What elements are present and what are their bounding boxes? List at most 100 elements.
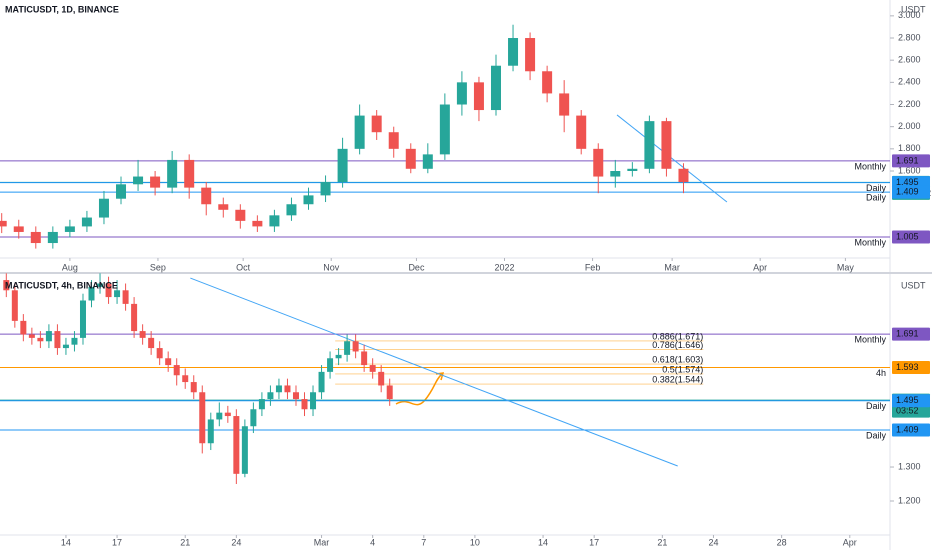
candle-body: [352, 341, 359, 352]
candle-body: [678, 168, 689, 183]
candle-body: [148, 337, 155, 349]
trendline: [190, 277, 678, 467]
candle-body: [201, 187, 212, 205]
candle-body: [439, 104, 450, 155]
x-tick-label: 17: [112, 537, 122, 547]
candle-body: [20, 320, 27, 335]
candle-body: [131, 303, 138, 332]
x-tick-label: 24: [231, 537, 241, 547]
level-price-box: [892, 360, 930, 374]
candle-body: [525, 38, 536, 72]
candle-body: [559, 93, 570, 116]
candle-body: [422, 154, 433, 169]
candle-body: [627, 168, 638, 172]
candle-body: [47, 231, 58, 244]
candle-body: [644, 121, 655, 169]
candle-body: [190, 382, 197, 393]
y-tick-label: 2.000: [898, 121, 921, 131]
candle-body: [133, 176, 144, 185]
candle-body: [610, 171, 621, 177]
fib-label: 0.786(1.646): [652, 340, 703, 350]
y-tick-label: 1.200: [898, 495, 921, 505]
candle-body: [369, 365, 376, 372]
candle-body: [661, 121, 672, 169]
candle-body: [258, 399, 265, 410]
level-price-label: 1.409: [896, 187, 919, 197]
candle-body: [165, 358, 172, 366]
candle-body: [81, 217, 92, 227]
level-tag: Daily: [866, 401, 887, 411]
x-tick-label: May: [837, 262, 855, 272]
candle-body: [207, 419, 214, 444]
candle-body: [361, 351, 368, 366]
candle-body: [62, 344, 69, 349]
x-tick-label: 7: [421, 537, 426, 547]
x-tick-label: 14: [61, 537, 71, 547]
fib-label: 0.5(1.574): [662, 364, 703, 374]
x-tick-label: Sep: [150, 262, 166, 272]
candle-body: [252, 220, 263, 227]
level-price-label: 1.691: [896, 155, 919, 165]
candle-body: [490, 65, 501, 111]
candle-body: [139, 331, 146, 338]
x-tick-label: 28: [777, 537, 787, 547]
candle-body: [542, 71, 553, 94]
candle-body: [286, 204, 297, 216]
y-tick-label: 2.600: [898, 55, 921, 65]
x-tick-label: Apr: [843, 537, 857, 547]
chart-title: MATICUSDT, 1D, BINANCE: [5, 4, 119, 14]
candle-body: [303, 195, 314, 205]
y-tick-label: 1.800: [898, 143, 921, 153]
candle-body: [344, 341, 351, 355]
chart-title: MATICUSDT, 4h, BINANCE: [5, 280, 118, 290]
level-tag: Daily: [866, 430, 887, 440]
candle-body: [292, 392, 299, 400]
candle-body: [405, 148, 416, 169]
candle-body: [116, 184, 127, 199]
candle-body: [184, 159, 195, 188]
level-price-box: [892, 394, 930, 408]
candle-body: [3, 280, 10, 291]
candle-body: [593, 148, 604, 177]
candle-body: [301, 399, 308, 410]
level-price-label: 1.593: [896, 362, 919, 372]
y-tick-label: 1.600: [898, 165, 921, 175]
candle-body: [224, 412, 231, 417]
x-tick-label: 2022: [494, 262, 514, 272]
candle-body: [45, 331, 52, 342]
level-tag: Daily: [866, 193, 887, 203]
candle-body: [576, 115, 587, 149]
x-tick-label: 4: [370, 537, 375, 547]
x-tick-label: Mar: [664, 262, 680, 272]
fib-label: 0.886(1.671): [652, 331, 703, 341]
candle-body: [335, 354, 342, 359]
candle-body: [11, 290, 18, 321]
x-tick-label: Nov: [323, 262, 340, 272]
candle-body: [337, 148, 348, 183]
candle-body: [386, 385, 393, 400]
level-price-box: [892, 230, 930, 244]
candle-body: [456, 82, 467, 105]
candle-body: [284, 385, 291, 393]
level-tag: Daily: [866, 183, 887, 193]
trendline: [616, 114, 728, 203]
y-tick-label: 1.300: [898, 461, 921, 471]
axis-unit: USDT: [901, 4, 926, 14]
level-price-box: [892, 154, 930, 168]
x-tick-label: Aug: [62, 262, 78, 272]
fib-label: 0.382(1.544): [652, 374, 703, 384]
x-tick-label: 21: [657, 537, 667, 547]
x-tick-label: Apr: [753, 262, 767, 272]
level-price-box: [892, 327, 930, 341]
candle-body: [318, 371, 325, 393]
x-tick-label: Oct: [236, 262, 251, 272]
candle-body: [64, 226, 75, 232]
x-tick-label: 21: [180, 537, 190, 547]
candle-body: [218, 204, 229, 210]
candle-body: [371, 115, 382, 133]
candle-body: [473, 82, 484, 111]
level-tag: Monthly: [854, 237, 886, 247]
x-tick-label: 10: [470, 537, 480, 547]
candle-body: [28, 334, 35, 338]
